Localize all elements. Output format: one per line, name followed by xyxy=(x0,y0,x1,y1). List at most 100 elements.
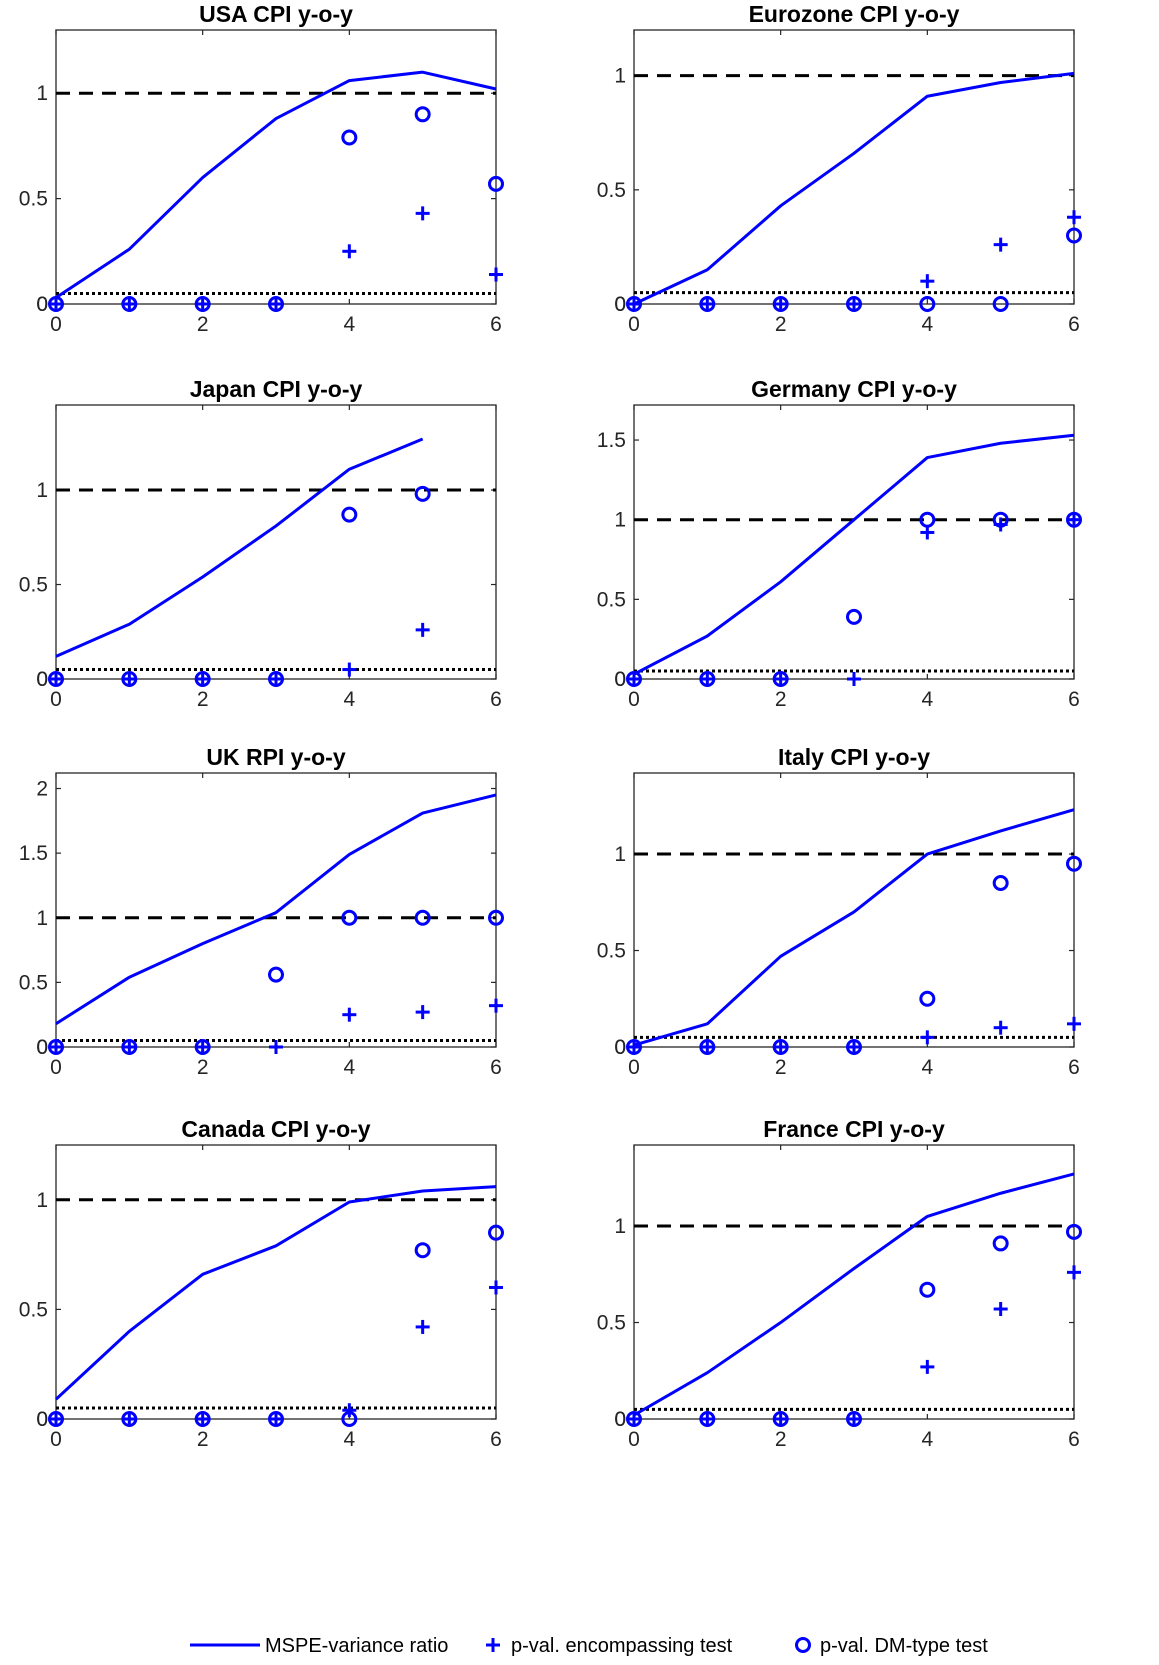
dm-pvalue-marker xyxy=(414,1242,431,1259)
dm-pvalue-marker xyxy=(414,106,431,123)
encompassing-pvalue-marker xyxy=(920,1030,935,1045)
x-tick-label: 2 xyxy=(775,313,787,336)
y-tick-label: 0.5 xyxy=(597,588,626,611)
dm-pvalue-marker xyxy=(699,296,716,312)
encompassing-pvalue-marker xyxy=(195,672,210,686)
dm-pvalue-marker xyxy=(194,671,211,687)
x-tick-label: 0 xyxy=(628,1428,640,1451)
chart-title: Eurozone CPI y-o-y xyxy=(749,1,960,27)
y-tick-label: 1 xyxy=(614,1215,626,1238)
y-tick-label: 0 xyxy=(614,1036,626,1059)
dm-pvalue-marker xyxy=(414,485,431,502)
encompassing-pvalue-marker xyxy=(49,297,63,311)
x-tick-label: 2 xyxy=(775,688,787,711)
x-tick-label: 4 xyxy=(921,1428,933,1451)
dm-pvalue-marker xyxy=(1066,1223,1082,1240)
encompassing-pvalue-marker xyxy=(847,672,861,686)
encompassing-pvalue-marker xyxy=(993,237,1008,252)
x-tick-label: 6 xyxy=(490,1428,502,1451)
mspe-ratio-line xyxy=(633,808,1075,1047)
encompassing-pvalue-marker xyxy=(920,274,935,289)
x-tick-label: 4 xyxy=(343,688,355,711)
chart-panel: Germany CPI y-o-y0 2 4 600.511.50 xyxy=(597,376,1082,711)
dm-pvalue-marker xyxy=(846,608,862,625)
dm-pvalue-marker xyxy=(772,1039,789,1055)
encompassing-pvalue-marker xyxy=(773,297,788,311)
chart-title: USA CPI y-o-y xyxy=(199,1,353,27)
dm-pvalue-marker xyxy=(268,1411,284,1427)
encompassing-pvalue-marker xyxy=(847,1412,861,1426)
dm-pvalue-marker xyxy=(268,966,284,983)
dm-pvalue-marker xyxy=(626,296,642,312)
dm-pvalue-marker xyxy=(919,1281,936,1298)
y-tick-label: 0.5 xyxy=(19,574,48,597)
plot-area xyxy=(633,404,1075,680)
dm-pvalue-marker xyxy=(414,909,431,926)
dm-pvalue-marker xyxy=(341,506,358,523)
encompassing-pvalue-marker xyxy=(122,1040,137,1054)
encompassing-pvalue-marker xyxy=(700,297,715,311)
chart-title: France CPI y-o-y xyxy=(763,1116,945,1142)
encompassing-pvalue-marker xyxy=(122,297,137,311)
encompassing-pvalue-marker xyxy=(122,1412,137,1426)
x-tick-label: 4 xyxy=(921,313,933,336)
x-tick-label: 4 xyxy=(921,1056,933,1079)
dm-pvalue-marker xyxy=(341,909,358,926)
encompassing-pvalue-marker xyxy=(195,297,210,311)
y-tick-label: 0 xyxy=(36,1036,48,1059)
x-tick-label: 2 xyxy=(197,313,209,336)
x-tick-label: 2 xyxy=(775,1056,787,1079)
encompassing-pvalue-marker xyxy=(415,622,430,637)
encompassing-pvalue-marker xyxy=(415,1005,430,1020)
x-tick-label: 4 xyxy=(921,688,933,711)
y-tick-label: 0 xyxy=(36,293,48,316)
dm-pvalue-marker xyxy=(194,296,211,312)
encompassing-pvalue-marker xyxy=(847,297,861,311)
x-tick-label: 6 xyxy=(490,688,502,711)
encompassing-pvalue-marker xyxy=(920,525,935,540)
encompassing-pvalue-marker xyxy=(342,1007,357,1022)
encompassing-pvalue-marker xyxy=(1067,512,1081,527)
dm-pvalue-marker xyxy=(121,671,138,687)
chart-panel: USA CPI y-o-y0 2 4 600.510 xyxy=(19,1,504,336)
chart-panel: Japan CPI y-o-y0 2 4 600.510 xyxy=(19,376,502,711)
y-tick-label: 1 xyxy=(36,907,48,930)
dm-pvalue-marker xyxy=(488,175,504,192)
y-tick-label: 0 xyxy=(614,1408,626,1431)
x-tick-label: 6 xyxy=(1068,1428,1080,1451)
dm-pvalue-marker xyxy=(48,1411,64,1427)
x-tick-label: 0 xyxy=(50,313,62,336)
dm-pvalue-marker xyxy=(194,1411,211,1427)
dm-pvalue-marker xyxy=(919,511,936,528)
y-tick-label: 1.5 xyxy=(19,842,48,865)
dm-pvalue-marker xyxy=(194,1039,211,1055)
x-tick-label: 2 xyxy=(197,1056,209,1079)
chart-panel: Canada CPI y-o-y0 2 4 600.510 xyxy=(19,1116,504,1451)
y-tick-label: 0.5 xyxy=(19,188,48,211)
dm-pvalue-marker xyxy=(919,296,936,312)
y-tick-label: 1 xyxy=(36,82,48,105)
encompassing-pvalue-marker xyxy=(700,1412,715,1426)
chart-title: Italy CPI y-o-y xyxy=(778,744,930,770)
dm-pvalue-marker xyxy=(626,1039,642,1055)
dm-pvalue-marker xyxy=(699,1039,716,1055)
y-tick-label: 0 xyxy=(36,668,48,691)
legend-circle-label: p-val. DM-type test xyxy=(820,1635,988,1657)
encompassing-pvalue-marker xyxy=(489,1280,503,1295)
chart-panel: Eurozone CPI y-o-y0 2 4 600.510 xyxy=(597,1,1082,336)
encompassing-pvalue-marker xyxy=(415,206,430,221)
y-tick-label: 1 xyxy=(614,509,626,532)
encompassing-pvalue-marker xyxy=(49,672,63,686)
dm-pvalue-marker xyxy=(1066,855,1082,872)
dm-pvalue-marker xyxy=(626,671,642,687)
mspe-ratio-line xyxy=(633,71,1075,306)
dm-pvalue-marker xyxy=(488,909,504,926)
encompassing-pvalue-marker xyxy=(773,1412,788,1426)
encompassing-pvalue-marker xyxy=(342,662,357,677)
chart-panel: France CPI y-o-y0 2 4 600.510 xyxy=(597,1116,1082,1451)
x-tick-label: 0 xyxy=(50,1428,62,1451)
encompassing-pvalue-marker xyxy=(847,1040,861,1054)
x-tick-label: 0 xyxy=(50,1056,62,1079)
dm-pvalue-marker xyxy=(846,296,862,312)
